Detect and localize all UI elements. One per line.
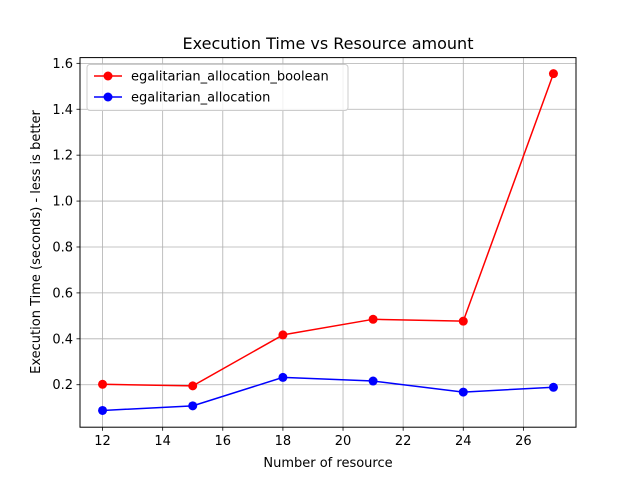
series-group-0 — [98, 69, 558, 391]
y-axis-label: Execution Time (seconds) - less is bette… — [29, 109, 44, 373]
y-tick-label: 1.4 — [52, 103, 73, 118]
data-point — [188, 381, 198, 391]
data-point — [98, 405, 108, 415]
x-tick-label: 12 — [94, 434, 111, 449]
x-tick-label: 26 — [515, 434, 532, 449]
data-point — [188, 401, 198, 411]
legend-label-boolean: egalitarian_allocation_boolean — [131, 70, 329, 85]
legend-label-allocation: egalitarian_allocation — [131, 91, 270, 106]
x-tick-label: 24 — [455, 434, 472, 449]
y-tick-label: 0.4 — [52, 332, 73, 347]
data-point — [368, 376, 378, 386]
data-point — [458, 387, 468, 397]
data-point — [278, 330, 288, 340]
plot-area-frame — [79, 57, 577, 428]
data-point — [278, 372, 288, 382]
y-tick-label: 0.8 — [52, 240, 73, 255]
x-axis-label: Number of resource — [263, 456, 392, 471]
data-point — [548, 382, 558, 392]
x-tick-label: 20 — [335, 434, 352, 449]
x-tick-label: 22 — [395, 434, 412, 449]
axis-ticks: 12 14 16 18 20 22 24 26 0.2 0.4 0.6 0.8 1.0 1.2 1.4 1.6 — [52, 57, 531, 449]
y-tick-label: 1.2 — [52, 149, 73, 164]
chart-title: Execution Time vs Resource amount — [183, 34, 474, 53]
data-point — [458, 316, 468, 326]
series-line-0 — [102, 73, 555, 387]
x-tick-label: 14 — [154, 434, 171, 449]
legend-marker-boolean — [103, 71, 113, 81]
series-group-1 — [98, 372, 558, 415]
legend-box — [86, 64, 349, 111]
data-point — [98, 379, 108, 389]
series-line-1 — [102, 376, 554, 412]
legend: egalitarian_allocation_boolean egalitari… — [86, 64, 349, 111]
x-tick-label: 18 — [275, 434, 292, 449]
y-tick-label: 1.6 — [52, 57, 73, 72]
data-point — [368, 314, 378, 324]
y-tick-label: 0.2 — [52, 378, 73, 393]
data-point — [548, 69, 558, 79]
x-tick-label: 16 — [215, 434, 232, 449]
series-lines — [98, 69, 558, 415]
y-tick-label: 1.0 — [52, 195, 73, 210]
legend-marker-allocation — [103, 92, 113, 102]
y-tick-label: 0.6 — [52, 286, 73, 301]
